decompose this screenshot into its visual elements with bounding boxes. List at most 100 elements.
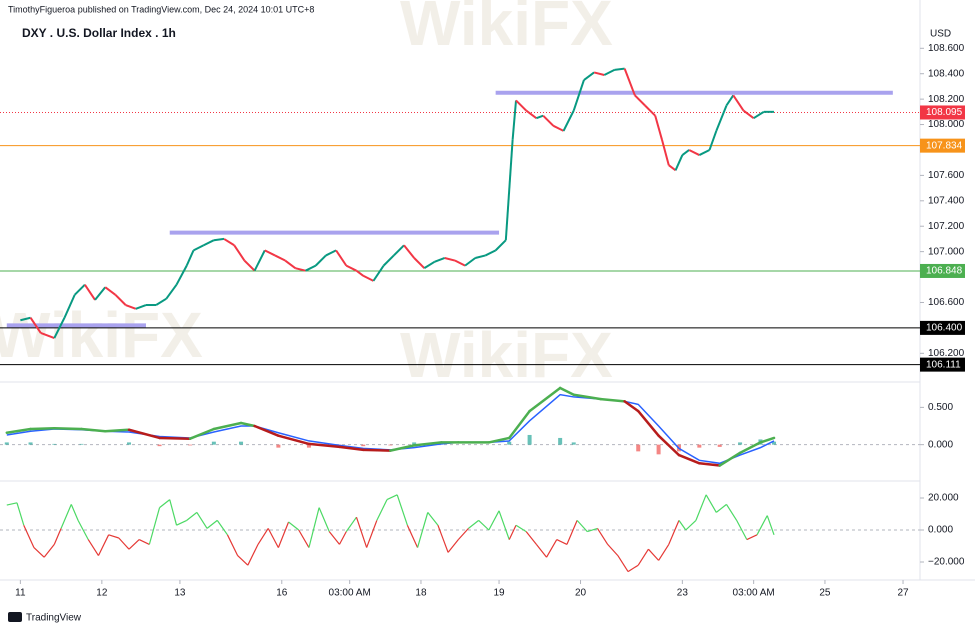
price-segment [284, 259, 296, 269]
oscillator-segment [118, 537, 130, 550]
x-tick-label: 03:00 AM [329, 588, 371, 599]
price-segment [29, 317, 42, 334]
level-tag [920, 357, 965, 372]
y-tick-label: 107.000 [928, 246, 965, 257]
y-tick-label: −20.000 [928, 557, 965, 568]
price-segment [634, 94, 646, 107]
macd-segment [307, 442, 341, 449]
price-segment [84, 284, 96, 301]
oscillator-segment [457, 527, 469, 541]
oscillator-segment [138, 539, 150, 545]
price-segment [372, 265, 385, 282]
price-segment [644, 104, 656, 117]
price-segment [274, 254, 286, 262]
macd-segment [277, 434, 311, 446]
macd-segment [188, 427, 216, 440]
oscillator-segment [318, 507, 330, 532]
price-segment [315, 254, 327, 267]
macd-segment [103, 428, 131, 433]
histogram-bar [412, 442, 417, 445]
y-tick-label: 0.000 [928, 439, 953, 450]
oscillator-segment [355, 517, 368, 548]
macd-segment [253, 424, 280, 437]
price-segment [355, 269, 364, 277]
histogram-bar [239, 441, 244, 445]
oscillator-segment [715, 503, 727, 513]
price-segment [175, 265, 188, 286]
price-segment [73, 283, 86, 296]
oscillator-segment [587, 527, 598, 533]
price-segment [434, 257, 446, 263]
price-segment [40, 332, 55, 339]
oscillator-segment [756, 515, 768, 536]
histogram-bar [188, 444, 193, 446]
logo: TradingView [8, 612, 82, 624]
oscillator-segment [247, 544, 259, 566]
price-segment [593, 71, 605, 76]
level-label: 106.848 [926, 266, 963, 277]
oscillator-segment [468, 519, 480, 529]
oscillator-segment [148, 507, 161, 545]
x-tick-label: 18 [415, 588, 427, 599]
histogram-bar [157, 444, 162, 447]
oscillator-segment [237, 555, 249, 566]
price-segment [233, 244, 246, 262]
byline: TimothyFigueroa published on TradingView… [8, 4, 314, 14]
price-segment [345, 264, 357, 272]
oscillator-segment [647, 548, 660, 561]
x-tick-label: 11 [15, 588, 26, 599]
oscillator-segment [376, 499, 388, 521]
price-segment [732, 94, 745, 112]
price-segment [53, 317, 66, 339]
oscillator-segment [159, 499, 171, 509]
oscillator-segment [478, 519, 490, 531]
oscillator-segment [128, 539, 140, 550]
price-segment [562, 110, 575, 132]
x-tick-label: 27 [897, 588, 909, 599]
oscillator-segment [515, 524, 527, 533]
logo-icon [8, 612, 22, 622]
oscillator-segment [186, 511, 198, 521]
y-tick-label: 107.200 [928, 221, 965, 232]
x-tick-label: 25 [819, 588, 831, 599]
histogram-bar [28, 442, 33, 445]
x-tick-label: 16 [276, 588, 288, 599]
oscillator-segment [508, 524, 517, 540]
price-segment [203, 239, 215, 247]
price-segment [454, 259, 466, 267]
oscillator-segment [288, 521, 300, 531]
price-segment [104, 286, 117, 296]
macd-segment [127, 428, 161, 440]
histogram-bar [211, 441, 216, 445]
macd-segment [338, 445, 365, 452]
oscillator-segment [366, 520, 378, 548]
macd-segment [80, 427, 107, 433]
level-label: 107.834 [926, 140, 963, 151]
price-segment [708, 130, 718, 151]
oscillator-segment [576, 519, 588, 533]
price-segment [654, 115, 663, 141]
oscillator-segment [267, 528, 279, 548]
oscillator-segment [97, 534, 110, 556]
price-segment [362, 274, 374, 282]
oscillator-segment [16, 502, 25, 526]
oscillator-segment [627, 564, 639, 573]
price-segment [382, 254, 395, 267]
oscillator-segment [308, 507, 320, 548]
price-segment [681, 149, 690, 156]
price-segment [305, 264, 317, 272]
oscillator-segment [226, 534, 239, 556]
y-tick-label: 20.000 [928, 493, 959, 504]
y-tick-label: 108.600 [928, 43, 965, 54]
oscillator-segment [176, 519, 187, 526]
price-segment [444, 257, 456, 262]
price-segment [583, 71, 595, 81]
price-segment [698, 149, 710, 156]
x-tick-label: 13 [174, 588, 186, 599]
oscillator-segment [216, 520, 228, 536]
histogram-bar [507, 441, 512, 445]
price-segment [135, 304, 147, 310]
price-segment [668, 164, 677, 172]
oscillator-segment [6, 502, 18, 506]
